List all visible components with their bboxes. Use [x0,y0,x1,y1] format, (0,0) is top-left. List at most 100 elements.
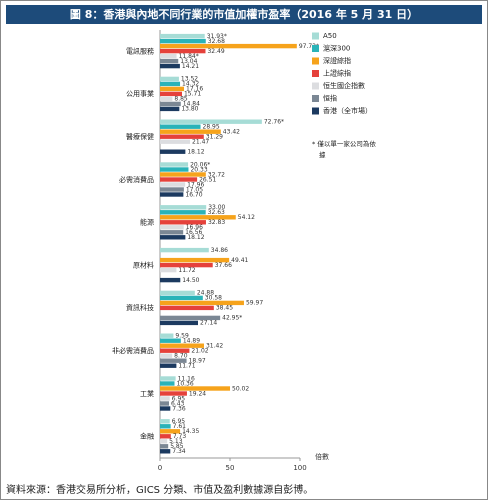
bar [160,101,181,107]
legend-label: 深證綜指 [323,56,351,65]
bar [160,48,206,54]
bar [160,96,173,102]
value-label: 59.97 [246,300,263,307]
category-label: 醫療保健 [126,132,154,141]
bar [160,167,189,172]
value-label: 13.04 [180,58,197,65]
value-label: 14.21 [182,63,199,70]
bar [160,63,180,69]
bar [160,119,262,124]
bar [160,76,179,82]
bar [160,124,201,129]
value-label: 13.52 [181,76,198,83]
value-label: 10.36 [177,380,194,387]
value-label: 32.49 [207,48,224,55]
value-label: 8.70 [174,353,188,360]
bar [160,139,191,144]
value-label: 14.50 [182,277,199,284]
bar [160,353,173,358]
bar [160,230,184,235]
value-label: 32.68 [208,38,225,45]
value-label: 42.95* [222,315,242,322]
chart-title: 圖 8：香港與內地不同行業的市值加權市盈率（2016 年 5 月 31 日） [70,7,418,21]
value-label: 38.45 [216,305,233,312]
value-label: 33.00 [208,204,225,211]
bar [160,315,221,321]
legend-swatch [312,45,319,52]
value-label: 17.16 [186,86,203,93]
category-label: 公用事業 [126,89,154,98]
value-label: 20.06* [190,161,210,168]
value-label: 11.16 [178,375,195,382]
value-label: 14.89 [183,338,200,345]
bar [160,38,206,44]
bar [160,177,198,182]
bar [160,235,186,240]
bar [160,129,221,134]
value-label: 18.12 [187,234,204,241]
title-bar [6,5,482,24]
bar [160,391,187,396]
bar [160,305,214,311]
value-label: 6.95 [172,418,186,425]
annotation: * 僅以單一家公司為依據 [312,139,376,159]
value-label: 30.58 [205,295,222,302]
bar [160,424,171,429]
bar [160,376,176,381]
value-label: 18.12 [187,149,204,156]
bar [160,401,170,406]
bar [160,267,177,273]
value-label: 7.34 [172,448,186,455]
category-label: 原材料 [133,260,154,269]
bar [160,225,184,230]
value-label: 27.14 [200,320,217,327]
value-label: 31.42 [206,343,223,350]
value-label: 5.13 [169,438,183,445]
bar [160,182,186,187]
value-label: 14.32 [182,81,199,88]
legend-swatch [312,57,319,65]
x-axis-label: 倍數 [315,452,329,461]
value-label: 6.95 [172,395,186,402]
value-label: 19.24 [189,390,206,397]
bar [160,134,204,139]
category-label: 金融 [140,432,154,441]
bar [160,300,244,306]
legend-label: A50 [323,32,337,40]
category-label: 能源 [140,218,154,227]
value-label: 21.02 [191,348,208,355]
value-label: 17.96 [187,181,204,188]
value-label: 32.83 [208,219,225,226]
bar [160,363,177,368]
bar [160,187,184,192]
value-label: 34.86 [211,247,228,254]
bar [160,429,181,434]
value-label: 17.05 [186,186,203,193]
bar [160,53,177,59]
value-label: 7.73 [173,433,187,440]
value-label: 26.51 [199,176,216,183]
value-label: 37.66 [215,262,232,269]
category-label: 工業 [140,389,154,398]
bar [160,192,184,197]
bar [160,358,187,363]
bar [160,247,209,253]
legend-label: 恒指 [323,94,337,103]
bar [160,320,198,326]
value-label: 97.73* [299,43,319,50]
bar [160,343,204,348]
source: 資料來源：香港交易所分析，GICS 分類、市值及盈利數據源自彭博。 [6,483,313,496]
bar [160,444,169,449]
value-label: 13.80 [181,106,198,113]
bar [160,348,190,353]
bar [160,449,171,454]
value-label: 11.84* [179,53,199,60]
legend-swatch [312,95,319,102]
value-label: 72.76* [264,119,284,126]
bar [160,434,171,439]
category-label: 電訊服務 [126,46,154,55]
bar [160,33,205,39]
value-label: 7.36 [172,405,186,412]
category-label: 非必需消費品 [112,346,154,355]
value-label: 9.59 [175,333,189,340]
